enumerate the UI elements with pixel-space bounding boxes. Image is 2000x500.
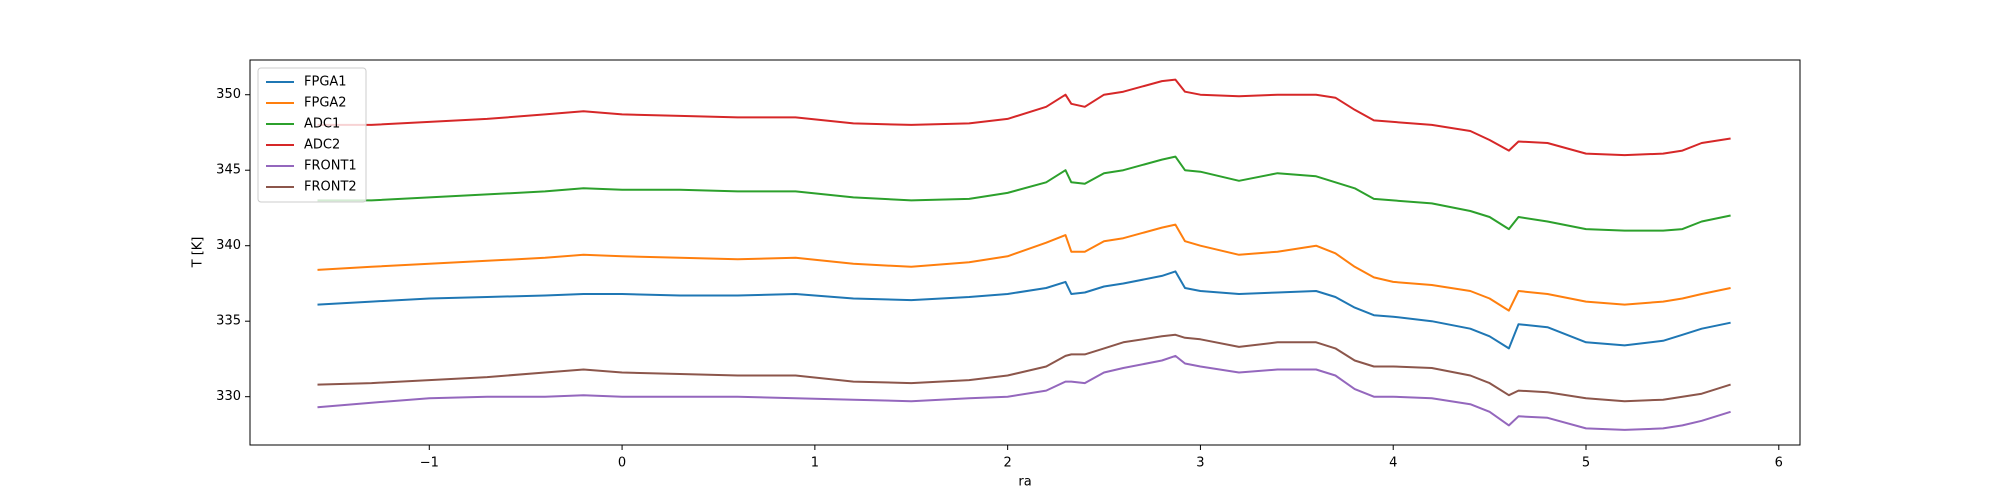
legend-label: FPGA1 — [304, 75, 347, 90]
data-line — [317, 78, 1731, 157]
x-tick-label: 5 — [1582, 456, 1590, 471]
legend: FPGA1 FPGA2 ADC1 ADC2 FRONT1 FRONT2 — [257, 67, 367, 203]
y-tick-label: 340 — [216, 238, 241, 253]
data-line — [317, 270, 1731, 350]
y-tick-label: 330 — [216, 389, 241, 404]
x-tick-label: 1 — [811, 456, 819, 471]
legend-label: FRONT2 — [304, 180, 357, 195]
y-axis-label: T [K] — [191, 237, 206, 269]
y-tick-label: 335 — [216, 314, 241, 329]
legend-label: FPGA2 — [304, 96, 347, 111]
x-tick-label: 3 — [1196, 456, 1204, 471]
legend-label: ADC1 — [304, 117, 340, 132]
x-tick-label: 6 — [1775, 456, 1783, 471]
x-axis-label: ra — [1018, 475, 1031, 490]
axes-frame — [249, 59, 1801, 446]
x-tick-label: −1 — [420, 456, 439, 471]
legend-label: ADC2 — [304, 138, 340, 153]
legend-box — [257, 67, 367, 203]
x-tick-label: 0 — [618, 456, 626, 471]
y-tick-label: 350 — [216, 87, 241, 102]
y-tick-label: 345 — [216, 163, 241, 178]
x-tick-label: 4 — [1389, 456, 1397, 471]
legend-label: FRONT1 — [304, 159, 357, 174]
data-line — [317, 155, 1731, 232]
data-line — [317, 354, 1731, 431]
data-line — [317, 333, 1731, 403]
x-tick-label: 2 — [1004, 456, 1012, 471]
data-line — [317, 223, 1731, 312]
